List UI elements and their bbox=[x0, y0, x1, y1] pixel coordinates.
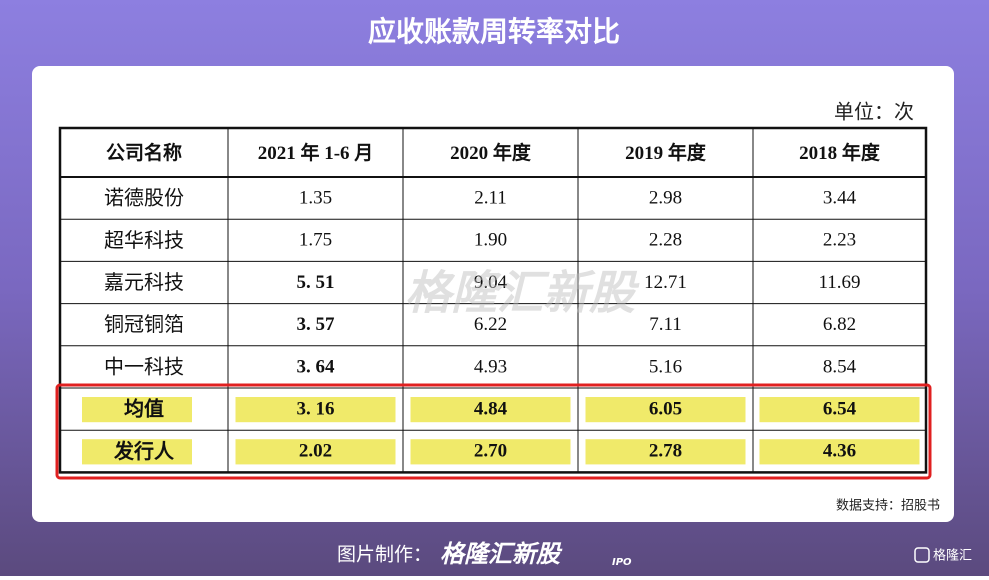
cell-value: 6.82 bbox=[823, 314, 856, 335]
cell-value: 1.75 bbox=[299, 230, 332, 251]
cell-value: 6.05 bbox=[649, 398, 682, 419]
cell-highlight bbox=[82, 397, 192, 423]
cell-value: 2.78 bbox=[649, 441, 682, 462]
cell-highlight bbox=[235, 439, 396, 465]
cell-value: 12.71 bbox=[644, 272, 687, 293]
highlight-box bbox=[55, 383, 932, 480]
cell-value: 4.93 bbox=[474, 356, 507, 377]
row-label: 嘉元科技 bbox=[104, 270, 184, 294]
cell-value: 9.04 bbox=[474, 272, 508, 293]
cell-value: 4.36 bbox=[823, 441, 856, 462]
cell-value: 3. 57 bbox=[297, 314, 336, 335]
footer-brand: 格隆汇新股 bbox=[440, 540, 563, 568]
row-label: 发行人 bbox=[113, 439, 175, 463]
cell-highlight bbox=[235, 397, 396, 423]
cell-value: 11.69 bbox=[818, 272, 860, 293]
cell-highlight bbox=[410, 439, 571, 465]
cell-highlight bbox=[585, 397, 746, 423]
title: 应收账款周转率对比 bbox=[368, 15, 620, 48]
row-label: 中一科技 bbox=[104, 354, 184, 378]
cell-value: 3.44 bbox=[823, 187, 857, 208]
cell-value: 1.35 bbox=[299, 187, 332, 208]
cell-highlight bbox=[759, 397, 920, 423]
row-label: 铜冠铜箔 bbox=[104, 312, 184, 336]
row-label: 诺德股份 bbox=[104, 186, 184, 210]
unit: 单位：次 bbox=[834, 101, 914, 124]
cell-value: 2.02 bbox=[299, 441, 332, 462]
logo-icon bbox=[914, 547, 930, 563]
cell-value: 8.54 bbox=[823, 356, 857, 377]
cell-value: 5.16 bbox=[649, 356, 682, 377]
cell-value: 6.22 bbox=[474, 314, 507, 335]
cell-highlight bbox=[759, 439, 920, 465]
footer-logo: 格隆汇 bbox=[933, 548, 972, 564]
cell-highlight bbox=[410, 397, 571, 423]
source: 数据支持：招股书 bbox=[836, 499, 940, 514]
cell-value: 2.23 bbox=[823, 230, 856, 251]
column-header: 2021 年 1-6 月 bbox=[258, 141, 374, 164]
cell-value: 4.84 bbox=[474, 398, 508, 419]
cell-value: 1.90 bbox=[474, 230, 507, 251]
watermark: 格隆汇新股 bbox=[405, 266, 640, 320]
cell-value: 3. 64 bbox=[297, 356, 336, 377]
table-border bbox=[58, 126, 928, 474]
cell-value: 2.28 bbox=[649, 230, 682, 251]
column-header: 公司名称 bbox=[106, 141, 182, 164]
cell-value: 2.98 bbox=[649, 187, 682, 208]
table: 公司名称 2021 年 1-6 月 2020 年度 2019 年度 2018 年度诺德股… bbox=[58, 126, 928, 474]
row-label: 均值 bbox=[124, 397, 164, 421]
column-header: 2019 年度 bbox=[625, 141, 707, 164]
cell-highlight bbox=[82, 439, 192, 465]
cell-value: 5. 51 bbox=[297, 272, 335, 293]
footer-tag: IPO bbox=[612, 557, 632, 568]
column-header: 2018 年度 bbox=[799, 141, 881, 164]
cell-value: 7.11 bbox=[649, 314, 682, 335]
column-header: 2020 年度 bbox=[450, 141, 532, 164]
cell-value: 2.11 bbox=[474, 187, 507, 208]
footer-label: 图片制作： bbox=[337, 544, 432, 566]
cell-value: 3. 16 bbox=[297, 398, 335, 419]
cell-value: 6.54 bbox=[823, 398, 857, 419]
cell-value: 2.70 bbox=[474, 441, 507, 462]
row-label: 超华科技 bbox=[104, 228, 184, 252]
cell-highlight bbox=[585, 439, 746, 465]
